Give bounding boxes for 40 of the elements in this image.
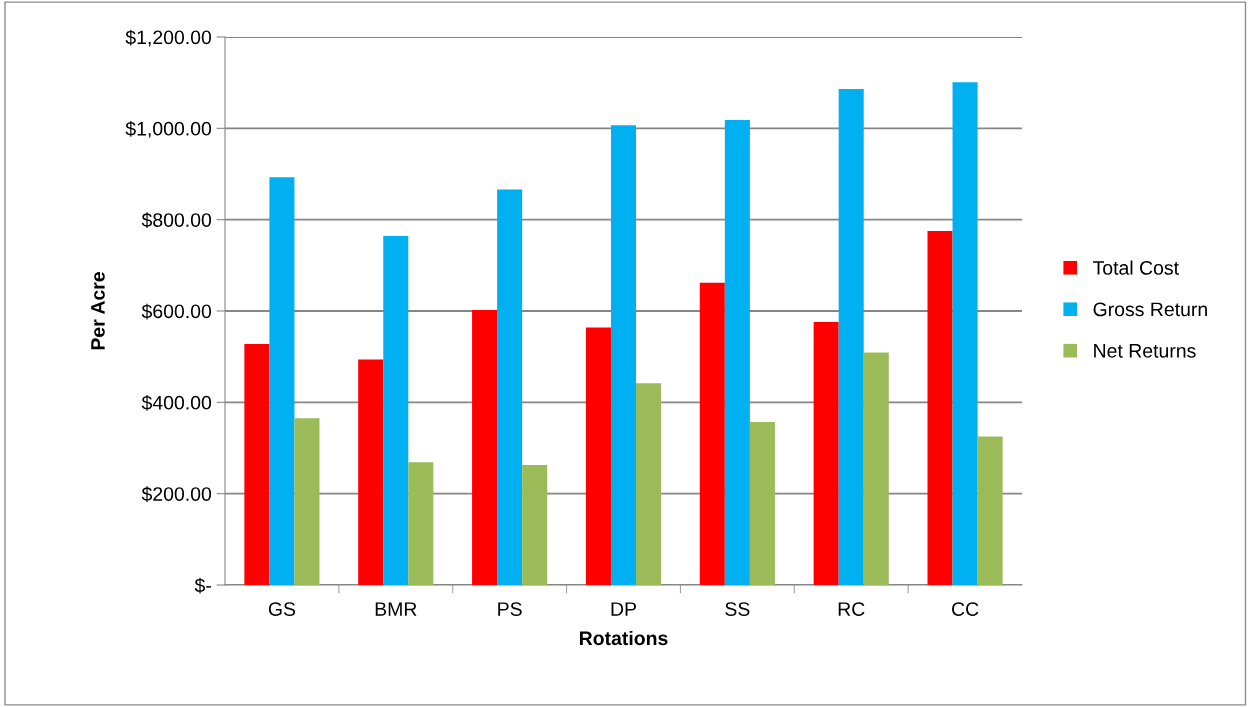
bar [383,236,409,585]
bar [269,177,295,585]
y-tick-label: $600.00 [141,303,212,320]
y-tick-label: $200.00 [141,486,212,503]
y-tick-label: $- [194,577,211,594]
x-axis-title: Rotations [579,630,668,646]
bar [927,231,953,585]
bar [724,120,750,585]
bar [699,282,725,585]
bar [863,352,889,585]
y-tick-label: $1,200.00 [125,29,212,47]
x-tick-label: PS [498,602,522,616]
legend-label: Total Cost [1093,260,1179,275]
bar [977,436,1003,585]
bar [813,321,839,585]
x-tick-label: SS [725,602,750,616]
y-tick-label: $800.00 [141,212,212,229]
legend-label: Net Returns [1094,344,1196,358]
bar [952,82,978,585]
bar [585,327,611,585]
bar [610,125,637,585]
bar [472,310,498,585]
y-tick-label: $1,000.00 [125,120,212,138]
bar [244,343,270,585]
y-tick-label: $400.00 [141,394,212,411]
legend-label: Gross Return [1093,302,1207,317]
x-tick-label: DP [611,602,636,616]
bar [358,359,384,585]
bar [749,421,775,585]
bar [838,89,864,585]
y-axis-title: Per Acre [91,272,105,350]
bar [408,462,434,585]
x-tick-label: BMR [375,602,417,616]
x-tick-label: CC [952,602,979,616]
x-tick-label: RC [838,602,865,616]
x-tick-label: GS [268,602,296,616]
bar [636,383,662,585]
bar [522,464,548,585]
bar [497,189,523,585]
bar [294,418,320,585]
